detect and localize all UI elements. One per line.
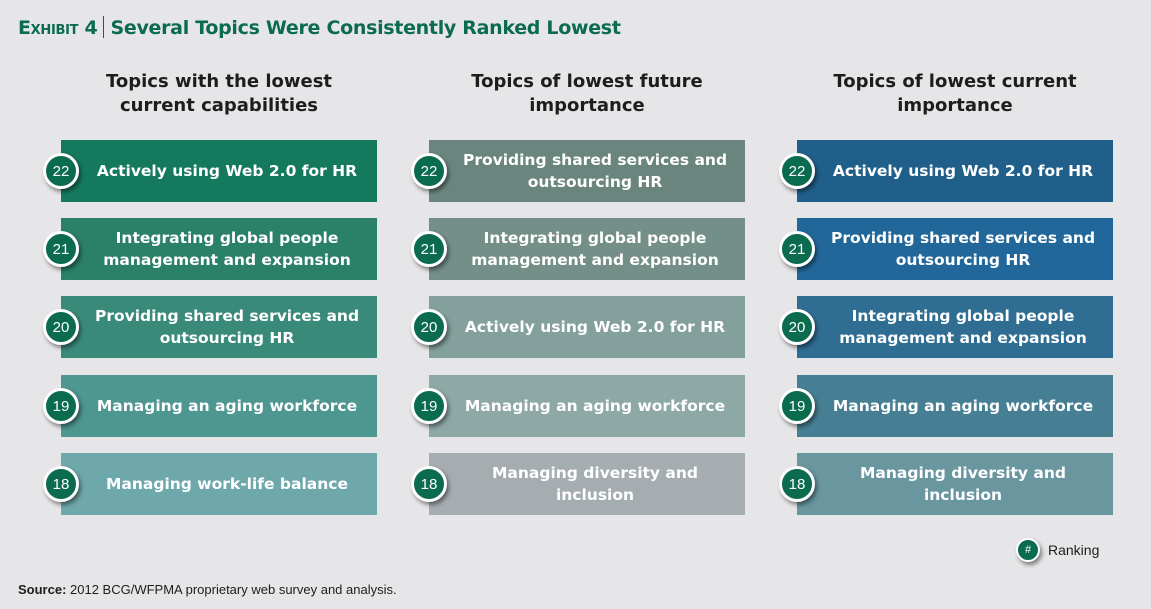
column-heading-line: importance [529,95,645,116]
rank-badge: 19 [411,388,447,424]
topic-label: Integrating global people management and… [471,229,719,269]
topic-box: Providing shared services and outsourcin… [797,218,1113,280]
topic-box: Actively using Web 2.0 for HR [797,140,1113,202]
topic-label: Providing shared services and outsourcin… [830,229,1096,269]
topic-label: Actively using Web 2.0 for HR [464,318,726,336]
topic-label: Integrating global people management and… [103,229,351,269]
rank-badge: 18 [779,466,815,502]
ranking-badge-icon: # [1016,538,1040,562]
topic-box: Providing shared services and outsourcin… [61,296,377,358]
rank-badge: 18 [411,466,447,502]
topic-box: Integrating global people management and… [429,218,745,280]
topic-box: Integrating global people management and… [61,218,377,280]
topic-label: Actively using Web 2.0 for HR [96,162,358,180]
rank-badge: 20 [779,309,815,345]
column-heading: Topics of lowest current importance [795,70,1115,118]
rank-badge: 22 [43,153,79,189]
column-heading-line: Topics of lowest future [471,71,703,92]
topic-label: Managing an aging workforce [96,397,358,415]
exhibit-label: Exhibit 4 [18,17,98,39]
topic-label: Managing an aging workforce [464,397,726,415]
legend: # Ranking [1016,538,1099,562]
column-heading: Topics of lowest future importance [427,70,747,118]
rank-badge: 22 [411,153,447,189]
topic-box: Providing shared services and outsourcin… [429,140,745,202]
topic-label: Managing work-life balance [105,475,348,493]
rank-badge: 20 [43,309,79,345]
rank-badge: 18 [43,466,79,502]
column-heading: Topics with the lowest current capabiliti… [59,70,379,118]
topic-box: Actively using Web 2.0 for HR [429,296,745,358]
topic-box: Actively using Web 2.0 for HR [61,140,377,202]
rank-badge: 21 [779,231,815,267]
rank-badge: 19 [43,388,79,424]
topic-label: Integrating global people management and… [839,307,1087,347]
rank-badge: 21 [43,231,79,267]
column-heading-line: importance [897,95,1013,116]
topic-box: Managing diversity and inclusion [797,453,1113,515]
topic-box: Managing an aging workforce [61,375,377,437]
topic-box: Integrating global people management and… [797,296,1113,358]
title-divider [103,16,105,38]
topic-label: Managing diversity and inclusion [491,464,699,504]
column-heading-line: current capabilities [119,95,319,116]
legend-label: Ranking [1048,542,1100,558]
topic-box: Managing an aging workforce [429,375,745,437]
column-heading-line: Topics with the lowest [105,71,333,92]
rank-badge: 19 [779,388,815,424]
rank-badge: 20 [411,309,447,345]
source-note: Source: 2012 BCG/WFPMA proprietary web s… [18,582,397,597]
topic-label: Actively using Web 2.0 for HR [832,162,1094,180]
source-text: 2012 BCG/WFPMA proprietary web survey an… [66,582,397,597]
topic-box: Managing diversity and inclusion [429,453,745,515]
rank-badge: 22 [779,153,815,189]
exhibit-title: Exhibit 4 Several Topics Were Consistentl… [18,16,621,39]
source-label: Source: [18,582,67,597]
topic-box: Managing an aging workforce [797,375,1113,437]
topic-label: Managing an aging workforce [832,397,1094,415]
title-text: Several Topics Were Consistently Ranked … [110,17,621,39]
rank-badge: 21 [411,231,447,267]
topic-label: Managing diversity and inclusion [859,464,1067,504]
topic-box: Managing work-life balance [61,453,377,515]
column-heading-line: Topics of lowest current [833,71,1077,92]
topic-label: Providing shared services and outsourcin… [462,151,728,191]
topic-label: Providing shared services and outsourcin… [94,307,360,347]
